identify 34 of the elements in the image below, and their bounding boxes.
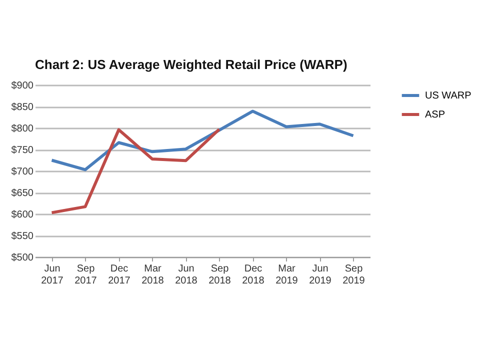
legend-label: ASP bbox=[425, 110, 446, 120]
category-label: Jun bbox=[44, 264, 60, 274]
category-label: 2019 bbox=[342, 276, 365, 286]
category-label: 2017 bbox=[108, 276, 130, 286]
y-tick-label: $500 bbox=[11, 252, 34, 264]
y-tick-label: $550 bbox=[11, 231, 34, 242]
category-label: 2018 bbox=[175, 276, 198, 286]
y-tick-label: $600 bbox=[11, 210, 34, 220]
category-label: Sep bbox=[76, 264, 95, 274]
category-label: Sep bbox=[210, 264, 229, 274]
category-label: 2017 bbox=[74, 276, 97, 286]
y-tick-label: $900 bbox=[11, 80, 34, 92]
category-label: Jun bbox=[178, 264, 194, 274]
category-label: 2017 bbox=[41, 276, 64, 286]
y-tick-label: $800 bbox=[11, 124, 34, 134]
line-series bbox=[50, 110, 355, 172]
y-tick-label: $750 bbox=[11, 145, 34, 156]
category-label: Sep bbox=[344, 264, 363, 274]
category-label: 2019 bbox=[276, 276, 298, 286]
legend-label: US WARP bbox=[425, 90, 472, 102]
category-label: 2019 bbox=[309, 276, 332, 286]
y-tick-label: $650 bbox=[11, 188, 34, 199]
y-tick-label: $700 bbox=[11, 166, 34, 178]
line-series bbox=[50, 128, 221, 214]
category-label: 2018 bbox=[142, 276, 164, 286]
chart-title: Chart 2: US Average Weighted Retail Price (WARP) bbox=[35, 57, 348, 72]
category-label: 2018 bbox=[242, 276, 264, 286]
category-label: Mar bbox=[144, 264, 162, 274]
category-label: Dec bbox=[110, 264, 128, 274]
category-label: Dec bbox=[244, 264, 262, 274]
y-tick-label: $850 bbox=[11, 102, 34, 113]
category-label: 2018 bbox=[208, 276, 231, 286]
category-label: Jun bbox=[312, 264, 328, 274]
category-label: Mar bbox=[278, 264, 296, 274]
